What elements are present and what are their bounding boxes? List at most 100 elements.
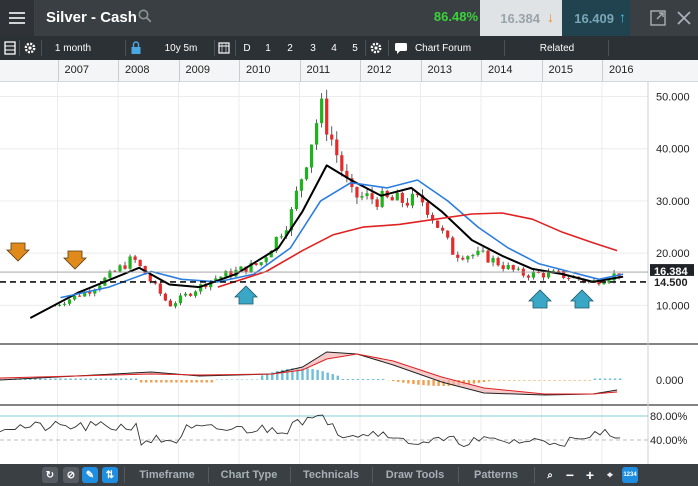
price-chart-svg[interactable]: 50.000 40.000 30.000 20.000 10.000 16.38414.5…: [0, 82, 698, 464]
chart-forum-button[interactable]: Chart Forum: [414, 42, 472, 54]
macd-histogram-bar: [44, 378, 47, 380]
related-button[interactable]: Related: [539, 42, 575, 54]
macd-histogram-bar: [533, 380, 536, 381]
candle-body: [471, 254, 475, 257]
year-label: 2008: [125, 64, 150, 76]
macd-histogram-bar: [124, 378, 128, 380]
candle-body: [410, 193, 415, 206]
crosshair-icon[interactable]: ⌖: [607, 469, 613, 481]
year-label: 2007: [64, 64, 89, 76]
macd-histogram-bar: [210, 380, 213, 383]
price-tick-label: 10.000: [656, 300, 690, 312]
year-gridline: [602, 60, 603, 82]
candle-body: [531, 271, 536, 278]
toolbar-divider: [365, 40, 366, 56]
macd-histogram-bar: [497, 380, 501, 381]
tab-chart-type[interactable]: Chart Type: [220, 469, 278, 481]
macd-histogram-bar: [583, 380, 587, 381]
settings-gear-icon[interactable]: [22, 36, 38, 60]
period-button-1[interactable]: 1: [265, 42, 271, 54]
macd-histogram-bar: [170, 380, 173, 383]
buy-price-button[interactable]: 16.409 ↑: [562, 0, 630, 36]
chart-toolbar: 1 month 10y 5m D 1 2 3 4 5: [0, 36, 698, 60]
popout-window-icon[interactable]: [648, 8, 668, 28]
tab-technicals[interactable]: Technicals: [302, 469, 360, 481]
layout-icon[interactable]: [2, 36, 18, 60]
hamburger-menu-button[interactable]: [0, 0, 34, 36]
macd-histogram-bar: [160, 380, 163, 383]
year-label: 2009: [185, 64, 210, 76]
macd-panel: 0.000: [0, 351, 684, 396]
interval-value: 1 month: [54, 42, 92, 54]
zoom-in-icon[interactable]: +: [585, 467, 595, 483]
candle-body: [244, 266, 248, 273]
sort-icon[interactable]: ⇅: [102, 467, 118, 483]
zoom-badge[interactable]: 1234: [622, 467, 638, 483]
chart-area[interactable]: 50.000 40.000 30.000 20.000 10.000 16.384 14.5…: [0, 82, 698, 464]
lock-icon[interactable]: [129, 36, 143, 60]
tab-draw-tools[interactable]: Draw Tools: [385, 469, 445, 481]
rsi-tick-label: 40.00%: [650, 435, 688, 447]
current-price-badge: [650, 264, 694, 279]
macd-zero-label: 0.000: [656, 375, 684, 387]
macd-histogram-bar: [482, 380, 486, 383]
candle-body: [128, 256, 132, 269]
period-button-3[interactable]: 3: [310, 42, 316, 54]
macd-histogram-bar: [538, 380, 541, 381]
refresh-icon[interactable]: ↻: [42, 467, 58, 483]
chart-settings-gear-icon[interactable]: [368, 36, 384, 60]
candle-body: [415, 193, 420, 196]
period-button-d[interactable]: D: [243, 42, 251, 54]
tab-patterns[interactable]: Patterns: [473, 469, 519, 481]
candle-body: [259, 262, 263, 266]
title-bar: Silver - Cash 86.48% 16.384 ↓ 16.409 ↑: [0, 0, 698, 36]
macd-histogram-bar: [306, 368, 309, 380]
toolbar-divider: [41, 40, 42, 56]
tab-timeframe[interactable]: Timeframe: [139, 469, 195, 481]
range-dropdown[interactable]: 10y 5m: [150, 36, 212, 60]
bottom-divider: [534, 467, 535, 483]
buy-signal-icon: [528, 289, 552, 309]
sell-price-button[interactable]: 16.384 ↓: [480, 0, 562, 36]
year-gridline: [178, 60, 180, 82]
candle-body: [557, 270, 561, 272]
candle-body: [395, 192, 399, 201]
year-gridline: [57, 60, 59, 82]
calendar-icon[interactable]: [217, 36, 231, 60]
macd-histogram-bar: [271, 372, 274, 380]
candle-body: [274, 236, 278, 251]
close-icon[interactable]: [674, 8, 694, 28]
macd-histogram-bar: [351, 379, 355, 380]
no-entry-icon[interactable]: ⊘: [63, 467, 79, 483]
year-label: 2013: [427, 64, 452, 76]
candle-body: [113, 271, 117, 273]
macd-histogram-bar: [356, 379, 360, 380]
macd-histogram-bar: [250, 379, 254, 380]
candle-body: [264, 257, 268, 263]
candle-body: [279, 236, 283, 238]
period-button-4[interactable]: 4: [331, 42, 337, 54]
price-tick-label: 50.000: [656, 91, 690, 103]
search-icon[interactable]: [138, 9, 152, 23]
magnify-icon[interactable]: ⌕: [547, 469, 553, 481]
candle-body: [526, 275, 530, 278]
macd-histogram-bar: [139, 380, 143, 383]
year-label: 2010: [246, 64, 271, 76]
period-button-2[interactable]: 2: [287, 42, 293, 54]
candle-body: [345, 170, 349, 179]
candle-body: [335, 139, 339, 156]
candle-body: [98, 285, 102, 290]
candles: [52, 89, 621, 309]
zoom-out-icon[interactable]: −: [565, 467, 575, 483]
macd-histogram-bar: [316, 370, 319, 380]
candle-body: [73, 295, 77, 300]
macd-histogram-bar: [392, 380, 395, 382]
candle-body: [315, 123, 319, 145]
candle-body: [476, 250, 480, 255]
interval-dropdown[interactable]: 1 month: [44, 36, 102, 60]
pencil-icon[interactable]: ✎: [82, 467, 98, 483]
candle-body: [370, 193, 374, 200]
down-arrow-icon: ↓: [547, 9, 554, 25]
period-button-5[interactable]: 5: [352, 42, 358, 54]
macd-histogram-bar: [240, 379, 244, 380]
